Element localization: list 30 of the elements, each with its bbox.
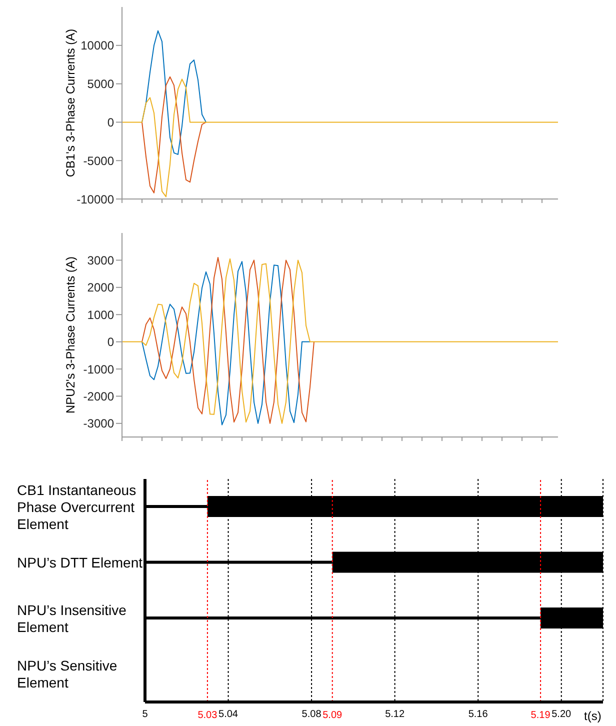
y-axis-title: CB1's 3-Phase Currents (A) xyxy=(63,28,78,178)
x-tick-label: 5.20 xyxy=(552,709,572,720)
x-axis-title: t(s) xyxy=(584,709,602,723)
y-tick-label: NPU’s DTT Element xyxy=(17,554,143,571)
y-tick-label: 0 xyxy=(107,335,114,350)
line-series xyxy=(142,76,206,194)
y-tick-label: -10000 xyxy=(76,192,114,206)
y-tick-label: -5000 xyxy=(83,154,114,168)
line-series xyxy=(122,258,558,424)
x-tick-label: 5.04 xyxy=(218,709,238,720)
x-tick-label: 5.08 xyxy=(302,709,322,720)
y-tick-label: NPU’s Sensitive Element xyxy=(17,658,118,691)
ref-line-label: 5.03 xyxy=(198,710,218,721)
y-tick-label: -3000 xyxy=(83,416,114,431)
y-tick-label: -2000 xyxy=(83,389,114,404)
y-tick-label: 10000 xyxy=(80,38,114,53)
y-tick-label: NPU’s Insensitive Element xyxy=(17,602,127,635)
y-tick-label: CB1 Instantaneous Phase Overcurrent Element xyxy=(17,482,136,532)
y-tick-label: 5000 xyxy=(87,77,114,92)
y-tick-label: 0 xyxy=(107,115,114,130)
ref-line-label: 5.19 xyxy=(530,710,551,721)
y-tick-label: 3000 xyxy=(87,253,114,268)
x-tick-label: 5.12 xyxy=(385,709,405,720)
y-tick-label: 1000 xyxy=(87,308,114,322)
ref-line-label: 5.09 xyxy=(322,710,343,721)
y-tick-label: 2000 xyxy=(87,280,114,295)
y-axis-title: NPU2's 3-Phase Currents (A) xyxy=(63,256,78,414)
x-tick-label: 5.16 xyxy=(468,709,488,720)
x-tick-label: 5 xyxy=(142,709,148,720)
y-tick-label: -1000 xyxy=(83,362,114,376)
